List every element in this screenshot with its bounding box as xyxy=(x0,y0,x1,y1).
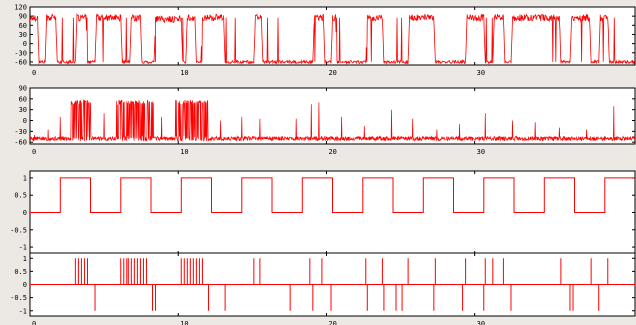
x-tick-label: 0 xyxy=(32,69,36,77)
y-tick-label: 120 xyxy=(14,4,27,12)
y-tick-label: 1 xyxy=(23,174,27,182)
y-tick-label: -1 xyxy=(19,244,27,252)
y-tick-label: -60 xyxy=(14,58,27,66)
y-tick-label: 0 xyxy=(23,40,27,48)
x-tick-label: 30 xyxy=(477,69,485,77)
y-tick-label: 0.5 xyxy=(14,268,27,276)
x-tick-label: 20 xyxy=(328,320,336,325)
y-tick-label: -0.5 xyxy=(10,294,27,302)
y-tick-label: -30 xyxy=(14,49,27,57)
plot-area xyxy=(29,87,636,145)
x-tick-label: 30 xyxy=(477,320,485,325)
x-tick-label: 10 xyxy=(180,69,188,77)
x-tick-label: 10 xyxy=(180,148,188,156)
y-tick-label: 60 xyxy=(19,22,27,30)
chart-panel-2: 90 60 30 0 -30 -60 0 10 20 30 xyxy=(14,85,636,156)
y-tick-label: 0.5 xyxy=(14,192,27,200)
y-tick-label: 0 xyxy=(23,281,27,289)
y-tick-label: -60 xyxy=(14,139,27,147)
x-tick-label: 20 xyxy=(328,69,336,77)
series-line xyxy=(30,99,635,143)
y-tick-label: 30 xyxy=(19,31,27,39)
x-tick-label: 10 xyxy=(180,320,188,325)
y-tick-label: -1 xyxy=(19,307,27,315)
y-tick-label: 90 xyxy=(19,85,27,93)
y-tick-label: -0.5 xyxy=(10,226,27,234)
series-line xyxy=(30,13,635,65)
x-tick-label: 0 xyxy=(32,320,36,325)
y-tick-label: -30 xyxy=(14,128,27,136)
x-tick-label: 30 xyxy=(477,148,485,156)
y-tick-label: 90 xyxy=(19,13,27,21)
y-tick-label: 1 xyxy=(23,255,27,263)
y-tick-label: 0 xyxy=(23,117,27,125)
x-tick-label: 0 xyxy=(32,148,36,156)
chart-panel-4: 1 0.5 0 -0.5 -1 0 10 20 30 xyxy=(10,252,636,325)
y-tick-label: 30 xyxy=(19,106,27,114)
y-tick-label: 60 xyxy=(19,95,27,103)
x-tick-label: 20 xyxy=(328,148,336,156)
square-wave-line xyxy=(30,177,635,213)
y-tick-label: 0 xyxy=(23,209,27,217)
